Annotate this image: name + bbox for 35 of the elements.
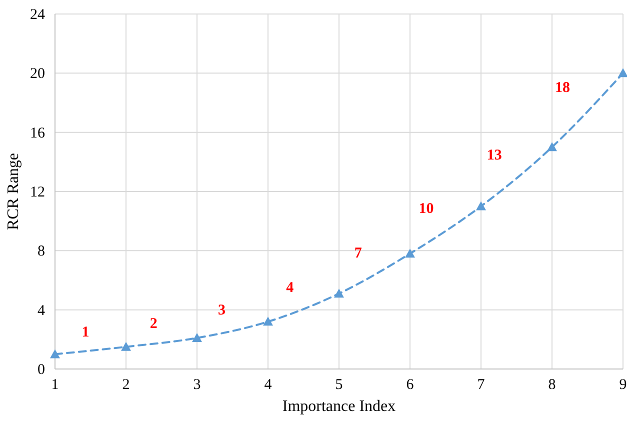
point xyxy=(121,342,131,351)
point xyxy=(547,142,557,152)
annotation: 3 xyxy=(218,302,226,319)
point xyxy=(50,349,60,358)
x-tick-label: 3 xyxy=(193,377,201,393)
annotation: 13 xyxy=(486,147,502,164)
point xyxy=(405,248,415,258)
y-tick-label: 20 xyxy=(30,66,45,82)
point xyxy=(192,332,202,342)
y-tick-label: 16 xyxy=(30,125,46,142)
y-tick-label: 12 xyxy=(30,184,45,200)
x-tick-label: 2 xyxy=(122,377,130,393)
x-tick-label: 9 xyxy=(619,377,627,393)
annotation: 18 xyxy=(555,80,570,96)
y-tick-label: 0 xyxy=(38,362,45,378)
x-tick-label: 6 xyxy=(406,377,414,393)
y-tick-label: 8 xyxy=(38,244,45,260)
annotation: 1 xyxy=(82,324,90,341)
annotation: 7 xyxy=(354,245,362,262)
point xyxy=(476,201,486,210)
x-axis-title: Importance Index xyxy=(282,398,396,415)
annotation: 4 xyxy=(286,280,294,296)
x-tick-label: 4 xyxy=(264,377,272,393)
y-axis-title: RCR Range xyxy=(5,153,22,230)
point xyxy=(618,68,627,78)
annotation: 2 xyxy=(150,316,158,332)
x-tick-label: 8 xyxy=(548,377,556,393)
y-tick-label: 4 xyxy=(38,302,46,319)
x-tick-label: 7 xyxy=(477,377,486,393)
point xyxy=(334,288,344,298)
annotation: 10 xyxy=(418,201,434,218)
x-tick-label: 1 xyxy=(51,377,59,393)
x-tick-label: 5 xyxy=(335,377,343,393)
y-tick-label: 24 xyxy=(30,7,46,23)
point xyxy=(263,316,273,326)
